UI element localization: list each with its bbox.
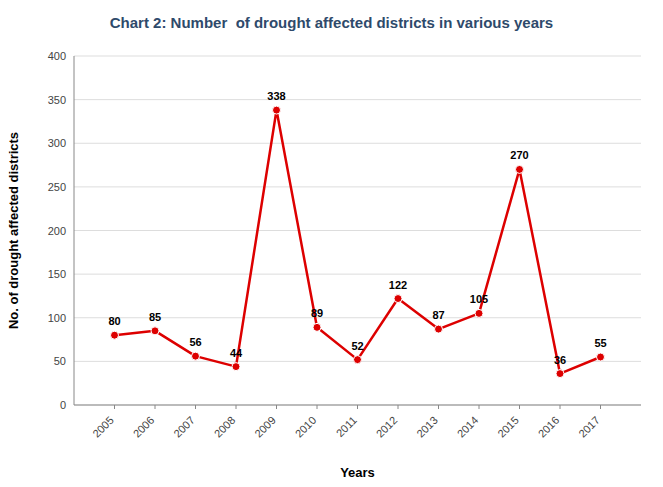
grid-line — [74, 143, 641, 144]
data-label: 338 — [267, 90, 285, 102]
grid-line — [74, 230, 641, 231]
grid-line — [74, 274, 641, 275]
data-label: 105 — [470, 293, 488, 305]
data-point — [313, 323, 321, 331]
y-tick-label: 250 — [48, 181, 66, 193]
y-tick-label: 400 — [48, 50, 66, 62]
x-tick — [600, 405, 601, 409]
data-label: 270 — [510, 149, 528, 161]
x-tick — [155, 405, 156, 409]
data-point — [232, 363, 240, 371]
data-point — [354, 356, 362, 364]
chart-svg: Chart 2: Number of drought affected dist… — [0, 0, 663, 487]
data-point — [597, 353, 605, 361]
data-point — [475, 309, 483, 317]
data-point — [435, 325, 443, 333]
data-point — [273, 106, 281, 114]
y-tick-label: 200 — [48, 225, 66, 237]
chart-container: Chart 2: Number of drought affected dist… — [0, 0, 663, 487]
y-tick-label: 0 — [60, 399, 66, 411]
data-point — [111, 331, 119, 339]
y-tick-label: 50 — [54, 355, 66, 367]
x-tick — [236, 405, 237, 409]
data-point — [192, 352, 200, 360]
data-label: 44 — [230, 347, 243, 359]
x-tick — [398, 405, 399, 409]
x-tick — [317, 405, 318, 409]
x-tick-label: 2017 — [576, 414, 602, 440]
x-tick — [195, 405, 196, 409]
y-tick-label: 100 — [48, 312, 66, 324]
data-label: 85 — [149, 311, 161, 323]
data-label: 122 — [389, 279, 407, 291]
x-tick-label: 2014 — [455, 414, 481, 440]
x-tick — [519, 405, 520, 409]
y-grid — [74, 56, 641, 405]
grid-line — [74, 56, 641, 57]
data-label: 55 — [594, 337, 606, 349]
x-axis-label: Years — [340, 465, 375, 480]
data-label: 56 — [189, 336, 201, 348]
x-tick — [276, 405, 277, 409]
x-tick — [357, 405, 358, 409]
x-tick-label: 2005 — [90, 414, 116, 440]
x-tick — [114, 405, 115, 409]
data-label: 87 — [432, 309, 444, 321]
x-tick-label: 2016 — [536, 414, 562, 440]
x-tick-label: 2011 — [334, 414, 359, 439]
data-point — [151, 327, 159, 335]
y-tick-label: 350 — [48, 94, 66, 106]
chart-title: Chart 2: Number of drought affected dist… — [110, 14, 553, 31]
x-tick-label: 2010 — [293, 414, 319, 440]
plot-area — [111, 106, 605, 377]
x-tick-label: 2009 — [252, 414, 278, 440]
grid-line — [74, 99, 641, 100]
x-tick — [479, 405, 480, 409]
y-axis-label: No. of drought affected districts — [6, 132, 21, 329]
y-tick-label: 150 — [48, 268, 66, 280]
x-tick-label: 2015 — [495, 414, 521, 440]
data-point — [516, 165, 524, 173]
y-tick-label: 300 — [48, 137, 66, 149]
data-label: 36 — [554, 354, 566, 366]
data-point — [556, 370, 564, 378]
data-label: 80 — [108, 315, 120, 327]
data-label: 52 — [351, 340, 363, 352]
x-tick-label: 2006 — [131, 414, 157, 440]
y-axis-line — [74, 56, 75, 405]
x-tick-label: 2008 — [212, 414, 238, 440]
x-tick — [560, 405, 561, 409]
x-tick-label: 2012 — [374, 414, 400, 440]
x-tick-label: 2013 — [414, 414, 440, 440]
data-label: 89 — [311, 307, 323, 319]
x-tick — [438, 405, 439, 409]
grid-line — [74, 186, 641, 187]
data-line — [115, 110, 601, 373]
x-tick-label: 2007 — [171, 414, 197, 440]
data-point — [394, 295, 402, 303]
